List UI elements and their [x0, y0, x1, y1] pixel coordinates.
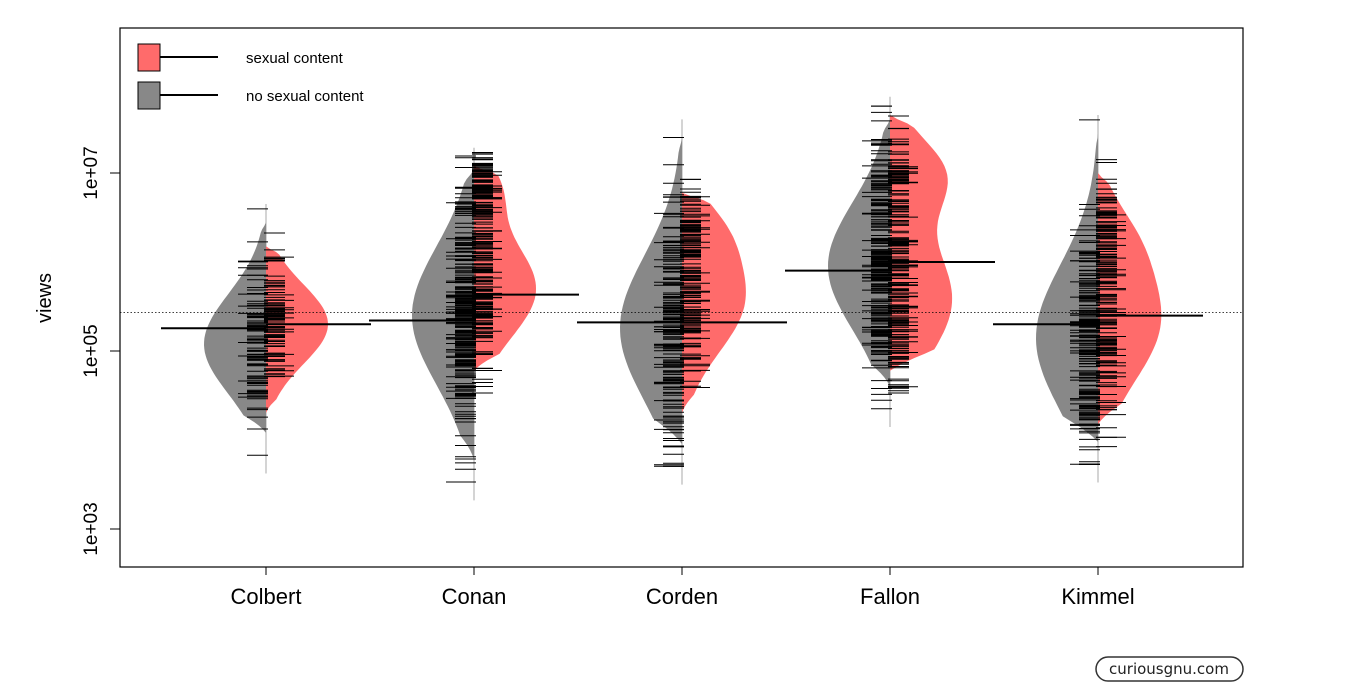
x-axis: Colbert Conan Corden Fallon Kimmel — [231, 567, 1135, 609]
rug-layer — [238, 105, 1126, 483]
x-tick-label-kimmel: Kimmel — [1061, 584, 1134, 609]
legend-swatch-no-sexual — [137, 81, 161, 110]
watermark-pill — [1095, 656, 1244, 682]
y-tick-label: 1e+05 — [81, 324, 102, 377]
x-tick-label-colbert: Colbert — [231, 584, 302, 609]
x-tick-label-conan: Conan — [442, 584, 507, 609]
bean-half-right-colbert — [266, 246, 328, 414]
x-tick-label-corden: Corden — [646, 584, 718, 609]
legend-label-no-sexual: no sexual content — [246, 88, 364, 105]
y-axis-label: views — [34, 273, 56, 323]
x-tick-label-fallon: Fallon — [860, 584, 920, 609]
y-axis: 1e+03 1e+05 1e+07 — [81, 146, 120, 556]
y-tick-label: 1e+07 — [81, 146, 102, 199]
legend-label-sexual: sexual content — [246, 50, 344, 67]
bean-half-left-kimmel — [1036, 133, 1098, 442]
watermark-text: curiousgnu.com — [1109, 660, 1229, 678]
y-tick-label: 1e+03 — [81, 502, 102, 555]
legend-swatch-sexual — [137, 43, 161, 72]
watermark: curiousgnu.com — [1095, 656, 1244, 682]
legend: sexual content no sexual content — [137, 43, 364, 110]
mean-lines-layer — [161, 261, 1203, 330]
